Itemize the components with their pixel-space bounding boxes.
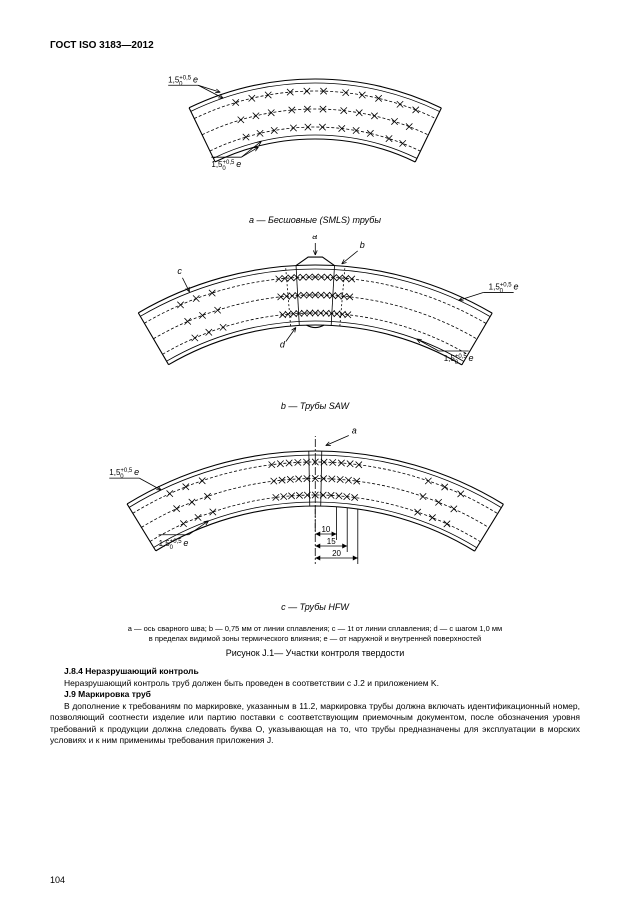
figure-a-caption: a — Бесшовные (SMLS) трубы [249,215,381,225]
page-number: 104 [50,875,65,885]
body-text: J.8.4 Неразрушающий контроль Неразрушающ… [50,666,580,746]
figure-b-caption: b — Трубы SAW [281,401,349,411]
svg-text:d: d [280,340,286,350]
figure-c-caption: c — Трубы HFW [281,602,349,612]
svg-text:20: 20 [332,549,341,558]
svg-text:c: c [177,266,182,276]
figure-a-svg: 1,5+0,50 e1,5+0,50 e [145,59,485,209]
svg-text:10: 10 [321,525,330,534]
svg-text:1,5+0,50 e: 1,5+0,50 e [159,538,189,551]
figure-note: a — ось сварного шва; b — 0,75 мм от лин… [50,624,580,644]
svg-text:1,5+0,50 e: 1,5+0,50 e [444,353,474,366]
figure-c-svg: a1,5+0,50 e1,5+0,50 e101520 [95,421,535,596]
svg-text:1,5+0,50 e: 1,5+0,50 e [211,159,241,172]
page-header: ГОСТ ISO 3183—2012 [50,40,580,51]
svg-text:15: 15 [327,537,336,546]
svg-text:a: a [312,235,317,241]
svg-text:b: b [360,240,365,250]
figure-b-svg: abcd1,5+0,50 e1,5+0,50 e [95,235,535,395]
svg-text:a: a [352,425,357,435]
figure-title: Рисунок J.1— Участки контроля твердости [50,648,580,658]
